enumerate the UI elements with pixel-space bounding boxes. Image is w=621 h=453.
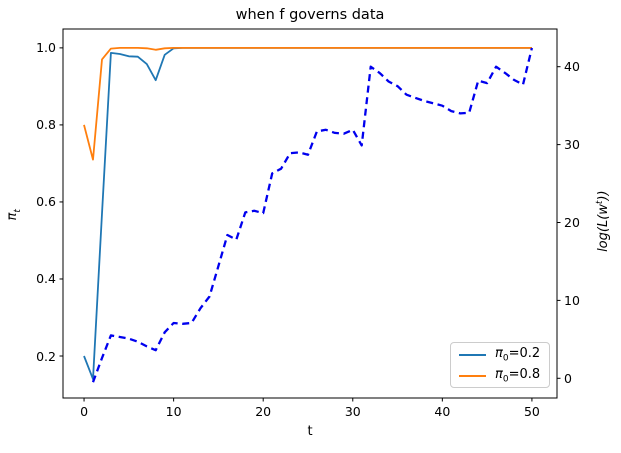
series-line-log-likelihood — [91, 47, 534, 383]
y-axis-label-left: πt — [5, 165, 23, 265]
series-line-pi0=0.8 — [83, 47, 532, 161]
series-line-pi0=0.2 — [83, 47, 532, 381]
legend-label: π0=0.2 — [495, 345, 541, 364]
x-tick-label: 40 — [434, 404, 451, 419]
x-tick-label: 0 — [80, 404, 89, 419]
legend-entry-pi0-0.8: π0=0.8 — [451, 365, 549, 386]
ylabel-right-pre: log(L(w — [596, 204, 612, 252]
ylabel-right-superscript: t — [594, 200, 605, 205]
x-tick-label: 20 — [255, 404, 272, 419]
x-tick-label: 50 — [523, 404, 540, 419]
right-tick-label: 20 — [564, 214, 580, 230]
legend-line-sample-blue — [459, 353, 486, 356]
legend: π0=0.2 π0=0.8 — [450, 342, 550, 388]
left-tick-label: 1.0 — [36, 40, 56, 56]
right-tick-label: 30 — [564, 137, 580, 153]
right-tick-label: 40 — [564, 59, 580, 75]
left-tick-label: 0.4 — [36, 271, 56, 287]
x-axis-label: t — [307, 424, 313, 439]
left-tick-label: 0.8 — [36, 117, 56, 133]
ylabel-left-symbol: π — [5, 212, 21, 221]
ylabel-left-subscript: t — [12, 209, 23, 213]
left-tick-label: 0.6 — [36, 194, 56, 210]
legend-line-sample-orange — [459, 374, 486, 377]
left-tick-label: 0.2 — [36, 348, 56, 364]
legend-entry-pi0-0.2: π0=0.2 — [451, 344, 549, 365]
x-tick-label: 10 — [165, 404, 182, 419]
x-tick-label: 30 — [344, 404, 361, 419]
chart-title: when f governs data — [235, 7, 385, 23]
legend-label: π0=0.8 — [495, 366, 541, 385]
right-tick-label: 0 — [564, 370, 572, 386]
axes-frame — [62, 28, 558, 399]
right-tick-label: 10 — [564, 292, 580, 308]
ylabel-right-post: )) — [596, 190, 612, 201]
